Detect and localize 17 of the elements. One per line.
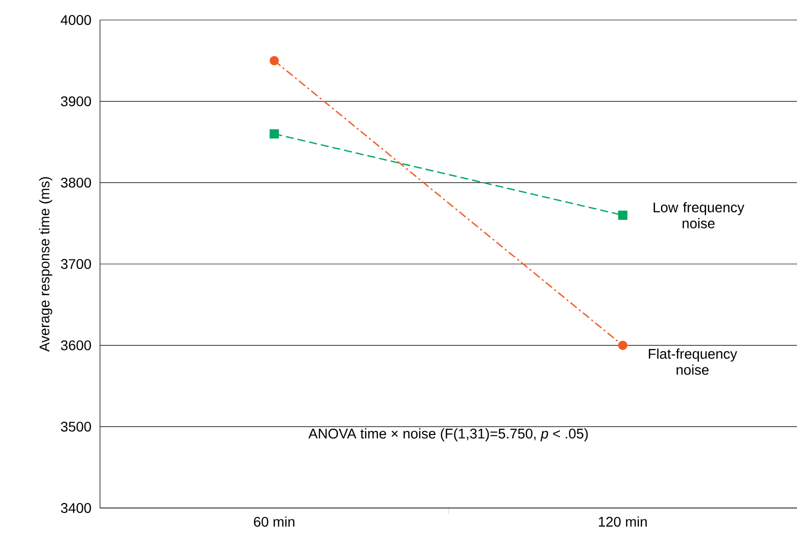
point <box>270 56 279 66</box>
y-tick-label: 3900 <box>60 96 91 106</box>
y-tick-label: 3500 <box>60 422 91 432</box>
annotation: ANOVA time × noise (F(1,31)=5.750, p < .05) <box>308 428 588 442</box>
y-tick-label: 3800 <box>60 178 91 188</box>
y-tick-label: 3400 <box>60 503 91 513</box>
point <box>618 210 628 220</box>
x-tick-label: 120 min <box>598 516 647 527</box>
series-label: Low frequency noise <box>654 202 744 228</box>
x-tick-label: 60 min <box>254 516 294 527</box>
y-axis-title: Average response time (ms) <box>39 177 52 352</box>
y-tick-label: 3700 <box>60 259 91 269</box>
y-tick-label: 4000 <box>60 15 91 25</box>
point <box>270 129 279 138</box>
series-label: Flat-frequency noise <box>648 348 738 375</box>
y-tick-label: 3600 <box>60 340 91 350</box>
point <box>618 340 628 350</box>
